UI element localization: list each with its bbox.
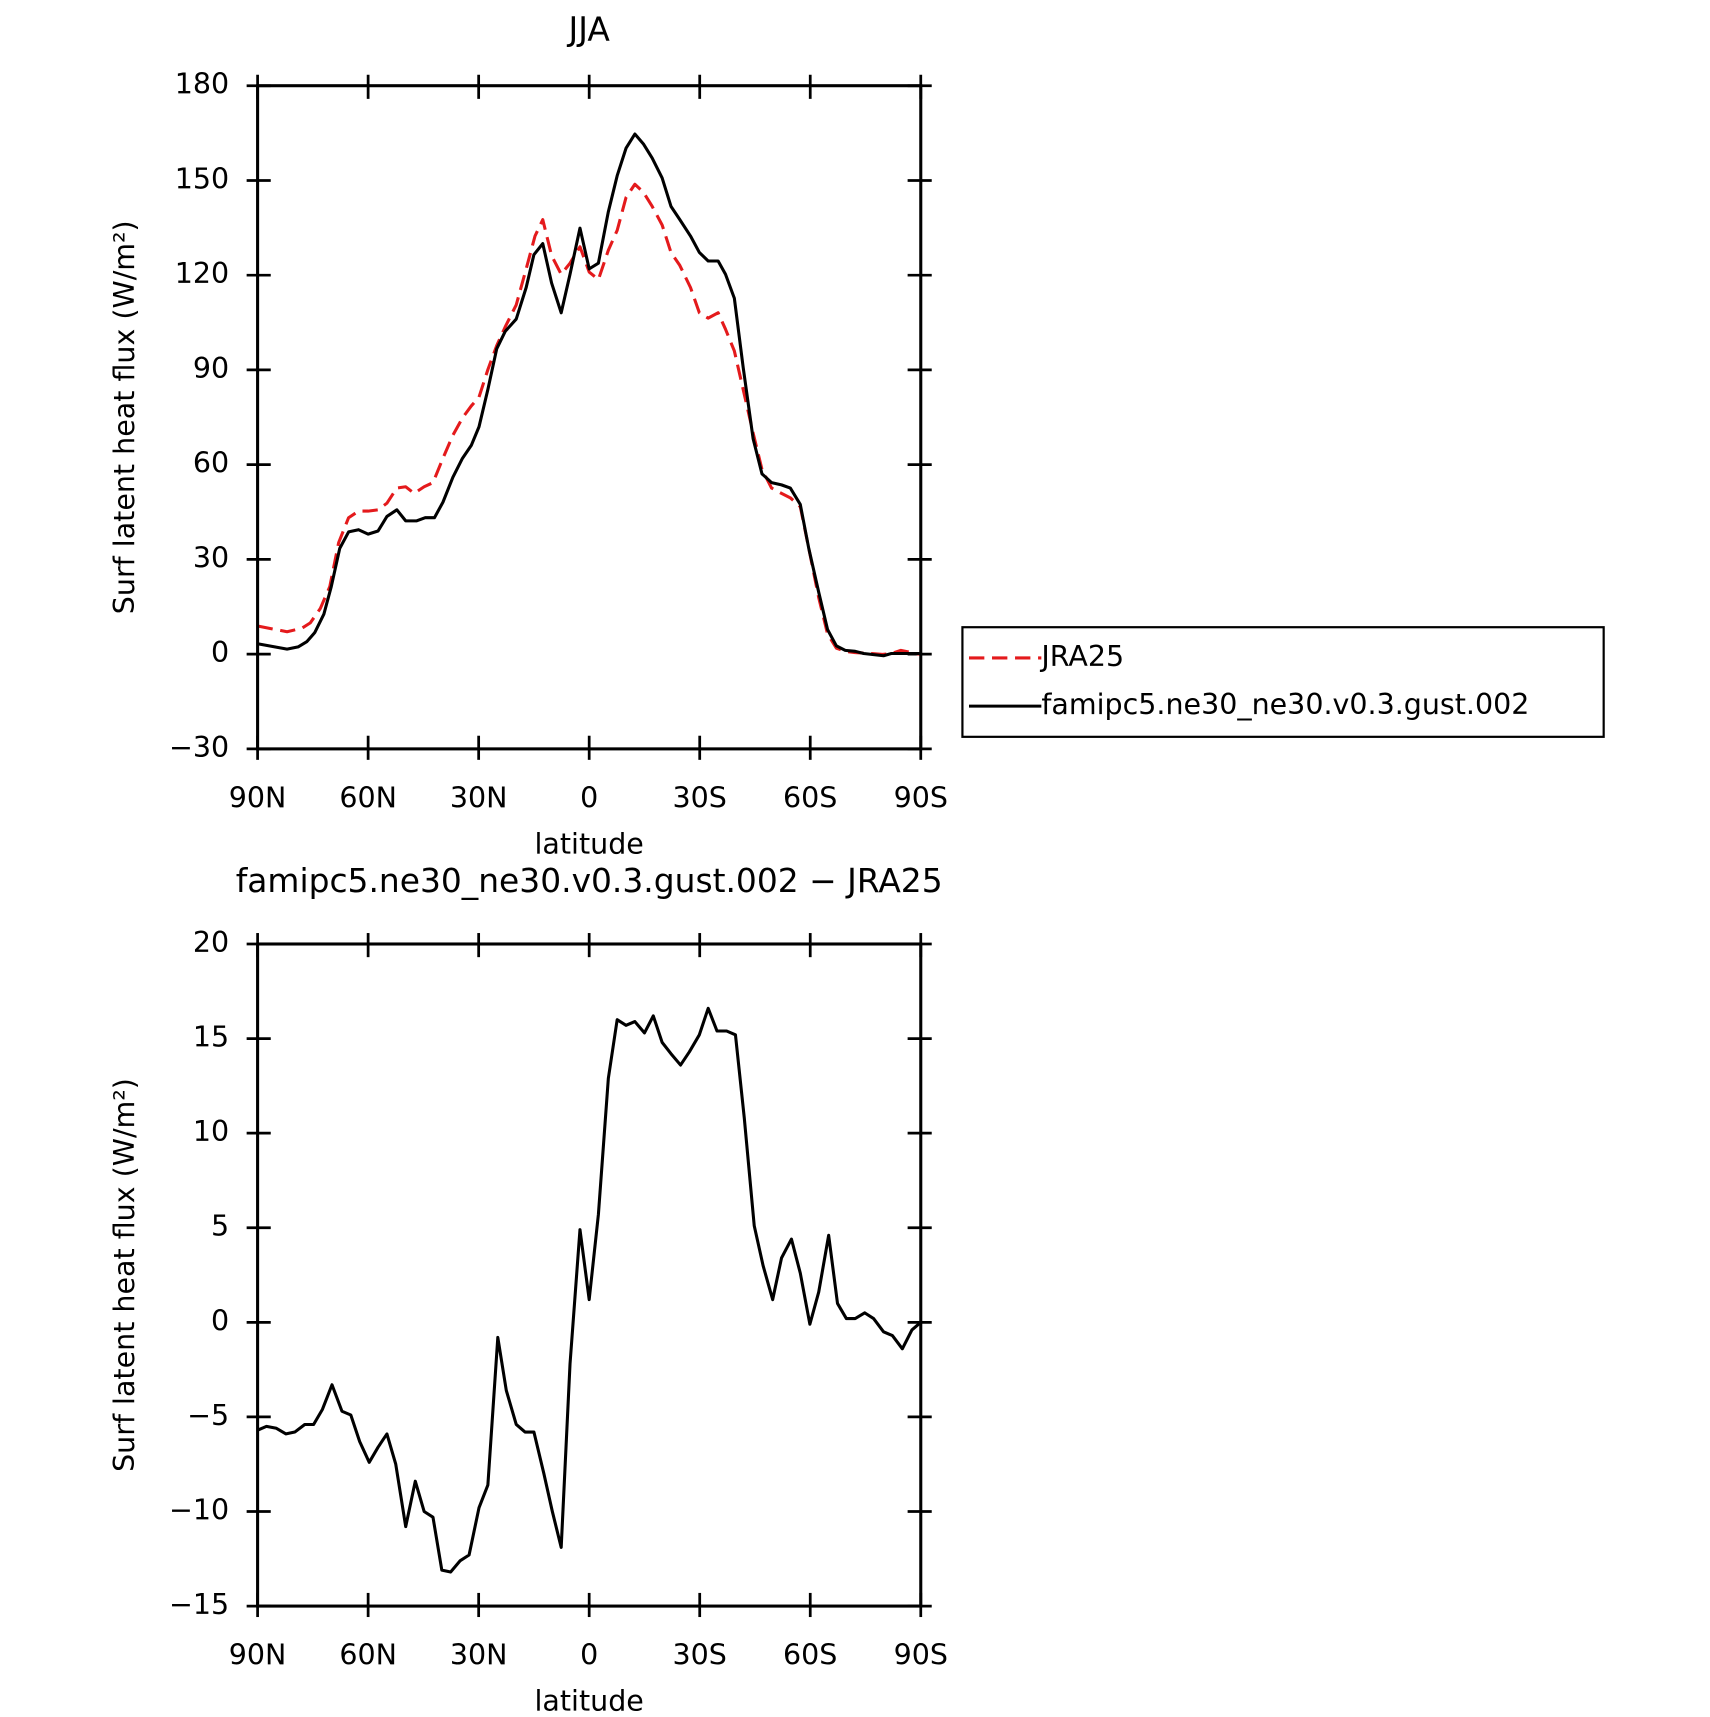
x-axis-label: latitude (535, 1685, 644, 1717)
y-tick-label: 5 (211, 1210, 229, 1243)
y-tick-label: −15 (169, 1588, 229, 1621)
data-line (256, 1006, 922, 1574)
y-tick-label: 90 (193, 352, 229, 385)
x-tick-label: 60S (783, 781, 837, 814)
y-tick-label: 0 (211, 1304, 229, 1337)
x-tick-label: 90N (229, 781, 287, 814)
data-line (257, 132, 921, 658)
legend-label: JRA25 (1039, 640, 1124, 673)
chart-title: famipc5.ne30_ne30.v0.3.gust.002 − JRA25 (236, 861, 943, 900)
x-tick-label: 0 (580, 1638, 598, 1671)
y-tick-label: 15 (193, 1021, 229, 1054)
legend-label: famipc5.ne30_ne30.v0.3.gust.002 (1041, 688, 1529, 721)
y-tick-label: 10 (193, 1115, 229, 1148)
y-tick-label: −5 (187, 1399, 229, 1432)
x-tick-label: 60N (339, 781, 397, 814)
x-tick-label: 0 (580, 781, 598, 814)
x-tick-label: 30S (673, 1638, 727, 1671)
x-tick-label: 90S (894, 781, 948, 814)
y-tick-label: −10 (169, 1493, 229, 1526)
y-tick-label: −30 (169, 731, 229, 764)
y-axis-label: Surf latent heat flux (W/m²) (108, 1078, 141, 1472)
y-tick-label: 0 (211, 636, 229, 669)
y-tick-label: 20 (193, 926, 229, 959)
panel: JJA Surf latent heat flux (W/m²) latitude −… (108, 9, 1605, 860)
y-tick-label: 180 (175, 68, 229, 101)
plot-frame (256, 942, 923, 1608)
y-tick-label: 60 (193, 447, 229, 480)
x-tick-label: 30S (673, 781, 727, 814)
panel: famipc5.ne30_ne30.v0.3.gust.002 − JRA25 S… (108, 861, 948, 1717)
x-tick-label: 90S (894, 1638, 948, 1671)
data-line (257, 182, 922, 656)
x-tick-label: 30N (450, 1638, 508, 1671)
chart-title: JJA (567, 9, 611, 48)
y-tick-label: 120 (175, 257, 229, 290)
x-tick-label: 60N (339, 1638, 397, 1671)
plot-frame (256, 84, 923, 751)
x-tick-label: 90N (229, 1638, 287, 1671)
legend-box (961, 626, 1605, 738)
y-axis-label: Surf latent heat flux (W/m²) (108, 220, 141, 614)
y-tick-label: 150 (175, 162, 229, 195)
y-tick-label: 30 (193, 541, 229, 574)
x-axis-label: latitude (535, 827, 644, 860)
x-tick-label: 60S (783, 1638, 837, 1671)
x-tick-label: 30N (450, 781, 508, 814)
